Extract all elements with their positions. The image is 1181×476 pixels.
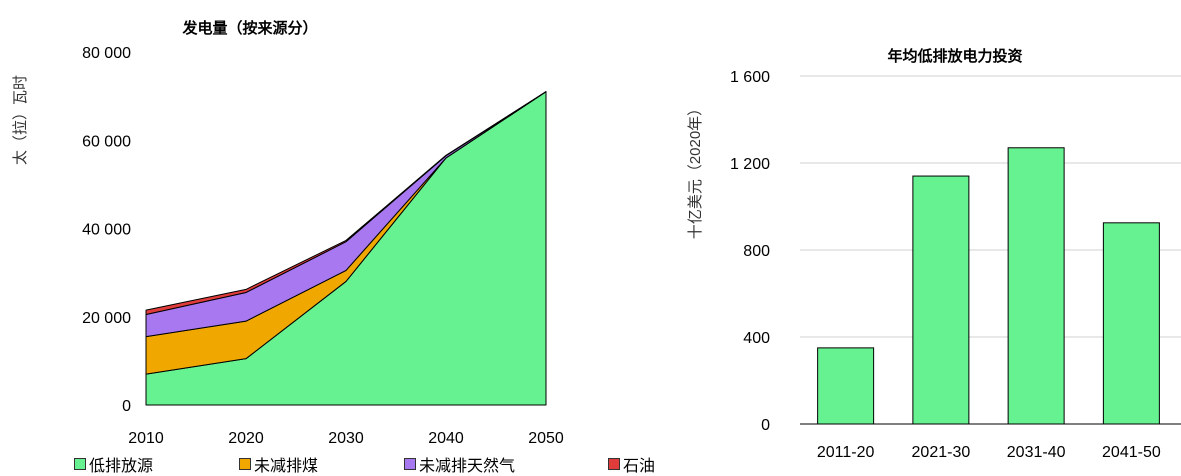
left-x-tick-label: 2040	[428, 430, 464, 447]
right-x-tick-label: 2041-50	[1102, 444, 1161, 461]
legend-item-0: 低排放源	[74, 452, 239, 476]
left-chart-y-axis-label: 太（拉）瓦时	[12, 75, 29, 165]
right-y-tick-label: 800	[743, 243, 770, 260]
left-chart-title: 发电量（按来源分）	[181, 19, 317, 37]
bar-2011-20	[817, 347, 875, 425]
right-y-tick-label: 0	[761, 417, 770, 434]
left-y-tick-label: 80 000	[82, 45, 131, 62]
legend-label: 未减排天然气	[419, 458, 516, 475]
left-y-tick-label: 20 000	[82, 310, 131, 327]
left-x-tick-label: 2030	[328, 430, 364, 447]
legend-item-3: 石油	[608, 452, 688, 476]
left-x-tick-label: 2010	[128, 430, 164, 447]
legend-item-2: 未减排天然气	[404, 452, 608, 476]
legend-swatch	[404, 458, 416, 470]
left-y-tick-label: 60 000	[82, 133, 131, 150]
left-chart-legend: 低排放源 未减排煤 未减排天然气 石油	[74, 452, 688, 476]
right-y-tick-label: 1 200	[730, 156, 770, 173]
legend-item-1: 未减排煤	[239, 452, 404, 476]
legend-swatch	[74, 458, 86, 470]
legend-label: 未减排煤	[254, 458, 319, 475]
right-x-tick-label: 2011-20	[817, 444, 875, 461]
legend-swatch	[239, 458, 251, 470]
legend-label: 石油	[623, 458, 656, 475]
left-y-tick-label: 40 000	[82, 222, 131, 239]
legend-swatch	[608, 458, 620, 470]
left-x-tick-label: 2050	[528, 430, 564, 447]
right-chart-y-axis-label: 十亿美元（2020年）	[687, 101, 704, 239]
right-chart-title: 年均低排放电力投资	[887, 47, 1022, 65]
generation-area-chart: 发电量（按来源分） 太（拉）瓦时 0 20 000 40 000 60 000 80 0…	[12, 19, 564, 447]
bar-2031-40	[1007, 147, 1065, 425]
right-y-tick-label: 1 600	[730, 69, 770, 86]
bar-2021-30	[912, 175, 970, 425]
right-x-tick-label: 2021-30	[912, 444, 971, 461]
left-x-tick-label: 2020	[228, 430, 264, 447]
bar-2041-50	[1102, 222, 1160, 425]
area-series-3	[145, 91, 547, 316]
legend-label: 低排放源	[89, 458, 154, 475]
right-y-tick-label: 400	[743, 330, 770, 347]
right-x-tick-label: 2031-40	[1007, 444, 1066, 461]
left-y-tick-label: 0	[122, 398, 131, 415]
